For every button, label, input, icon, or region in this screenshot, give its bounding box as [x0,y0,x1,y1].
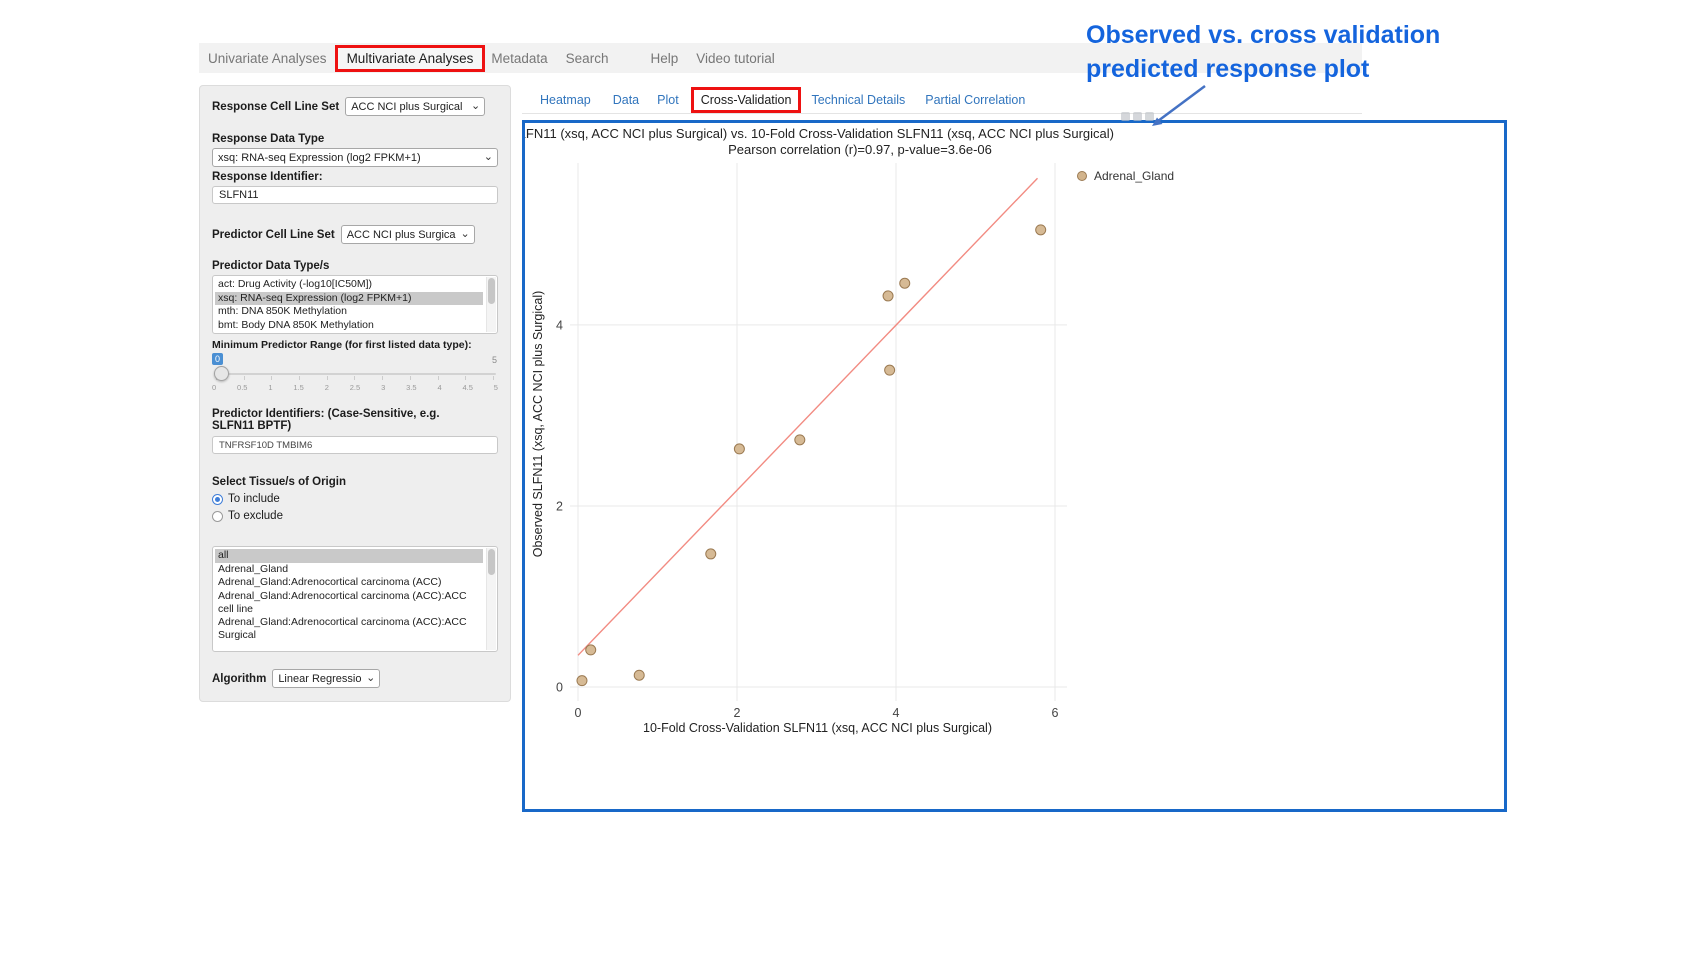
scrollbar[interactable] [486,548,496,650]
scatter-point[interactable] [633,669,645,681]
response-identifier-label: Response Identifier: [212,171,323,183]
list-item[interactable]: Adrenal_Gland:Adrenocortical carcinoma (… [218,615,467,641]
response-data-type-label: Response Data Type [212,133,325,145]
list-item[interactable]: bmt: Body DNA 850K Methylation [218,318,374,331]
scatter-point[interactable] [794,434,806,446]
y-tick-label: 2 [556,499,563,513]
response-cell-line-set-select[interactable]: ACC NCI plus Surgical [345,97,486,116]
annotation-line-2: predicted response plot [1086,55,1370,83]
legend-marker-icon [1077,171,1087,181]
scatter-point[interactable] [733,443,745,455]
tab-technical-details[interactable]: Technical Details [811,92,906,107]
scatter-point[interactable] [882,290,894,302]
nav-help[interactable]: Help [650,50,679,66]
regression-line [577,177,1039,656]
response-cell-line-set-label: Response Cell Line Set [212,100,340,113]
tissue-exclude-radio[interactable]: To exclude [212,510,498,522]
nav-univariate-analyses[interactable]: Univariate Analyses [208,50,327,66]
x-tick-label: 0 [575,706,582,720]
slider-tick-labels: 0 0.5 1 1.5 2 2.5 3 3.5 4 4.5 5 [212,383,498,392]
list-item-selected[interactable]: xsq: RNA-seq Expression (log2 FPKM+1) [215,291,483,305]
legend-label: Adrenal_Gland [1094,169,1175,183]
plot-toolbar[interactable] [1121,112,1154,121]
radio-label: To include [228,493,280,505]
list-item[interactable]: act: Drug Activity (-log10[IC50M]) [218,278,373,290]
slider-track[interactable] [214,373,496,375]
min-predictor-range-slider[interactable]: 0 5 0 0.5 1 1.5 2 2.5 3 3.5 4 4.5 5 [212,353,498,401]
x-tick-label: 6 [1052,706,1059,720]
analysis-subtabs: Heatmap Data Plot Cross-Validation Techn… [522,86,1025,113]
tab-heatmap[interactable]: Heatmap [540,92,591,107]
annotation-line-1: Observed vs. cross validation [1086,21,1441,49]
list-item-selected[interactable]: all [215,549,483,563]
predictor-cell-line-set-label: Predictor Cell Line Set [212,228,335,241]
predictor-cell-line-set-row: Predictor Cell Line Set ACC NCI plus Sur… [212,225,498,244]
predictor-identifiers-input[interactable] [212,436,498,454]
response-identifier-input[interactable] [212,186,498,204]
tab-data[interactable]: Data [612,92,640,107]
tab-divider [522,113,1362,114]
slider-max-label: 5 [491,355,497,365]
scatter-plot[interactable]: 0 2 4 6 0 2 4 [525,123,1504,783]
scrollbar-thumb[interactable] [488,278,495,304]
plot-title: SLFN11 (xsq, ACC NCI plus Surgical) vs. … [522,126,1114,141]
x-tick-label: 4 [893,706,900,720]
legend-item[interactable]: Adrenal_Gland [1077,169,1174,183]
tissue-origin-listbox: all Adrenal_Gland Adrenal_Gland:Adrenoco… [212,546,498,652]
nav-video-tutorial[interactable]: Video tutorial [696,50,775,66]
nav-metadata[interactable]: Metadata [491,50,548,66]
y-axis-label: Observed SLFN11 (xsq, ACC NCI plus Surgi… [531,290,545,558]
y-tick-label: 4 [556,318,563,332]
tissue-origin-label: Select Tissue/s of Origin [212,476,346,488]
nav-search[interactable]: Search [565,50,609,66]
annotation-text: Observed vs. cross validation predicted … [1086,18,1440,86]
nav-multivariate-analyses[interactable]: Multivariate Analyses [334,44,486,72]
slider-grid [216,376,494,380]
tissue-include-radio[interactable]: To include [212,493,498,505]
predictor-data-type-listbox: act: Drug Activity (-log10[IC50M]) xsq: … [212,275,498,334]
algorithm-select[interactable]: Linear Regression [272,669,381,688]
control-panel: Response Cell Line Set ACC NCI plus Surg… [199,85,511,702]
tab-cross-validation[interactable]: Cross-Validation [690,86,802,113]
x-axis-label: 10-Fold Cross-Validation SLFN11 (xsq, AC… [643,721,992,735]
list-item[interactable]: Adrenal_Gland:Adrenocortical carcinoma (… [218,589,467,615]
min-predictor-range-label: Minimum Predictor Range (for first liste… [212,339,472,351]
x-tick-label: 2 [734,706,741,720]
plot-subtitle: Pearson correlation (r)=0.97, p-value=3.… [728,142,992,157]
predictor-cell-line-set-select[interactable]: ACC NCI plus Surgical [340,225,475,244]
top-navigation: Univariate Analyses Multivariate Analyse… [199,43,1362,73]
scatter-point[interactable] [576,675,588,687]
annotation-arrow [1152,84,1206,126]
predictor-data-types-label: Predictor Data Type/s [212,260,330,272]
toolbar-icon[interactable] [1121,112,1130,121]
scatter-point[interactable] [585,644,597,656]
response-cell-line-set-row: Response Cell Line Set ACC NCI plus Surg… [212,97,498,116]
slider-handle[interactable] [214,366,229,381]
radio-unselected-icon [212,510,223,522]
scrollbar-thumb[interactable] [488,549,495,575]
scatter-point[interactable] [1035,224,1047,236]
scatter-point[interactable] [899,277,911,289]
tab-plot[interactable]: Plot [657,92,679,107]
y-tick-label: 0 [556,681,563,695]
list-item[interactable]: Adrenal_Gland:Adrenocortical carcinoma (… [218,576,442,588]
radio-label: To exclude [228,510,283,522]
list-item[interactable]: mth: DNA 850K Methylation [218,305,347,317]
cross-validation-plot-panel: SLFN11 (xsq, ACC NCI plus Surgical) vs. … [522,120,1507,812]
scatter-point[interactable] [884,364,896,376]
slider-value-badge: 0 [212,353,224,365]
scatter-point[interactable] [705,548,717,560]
scrollbar[interactable] [486,277,496,332]
toolbar-icon[interactable] [1133,112,1142,121]
algorithm-row: Algorithm Linear Regression ⌄ [212,669,498,688]
predictor-identifiers-label: Predictor Identifiers: (Case-Sensitive, … [212,408,440,432]
radio-selected-icon [212,493,223,505]
algorithm-label: Algorithm [212,672,267,685]
toolbar-icon[interactable] [1145,112,1154,121]
tab-partial-correlation[interactable]: Partial Correlation [925,92,1026,107]
list-item[interactable]: Adrenal_Gland [218,562,289,575]
response-data-type-select[interactable]: xsq: RNA-seq Expression (log2 FPKM+1) [212,148,498,167]
